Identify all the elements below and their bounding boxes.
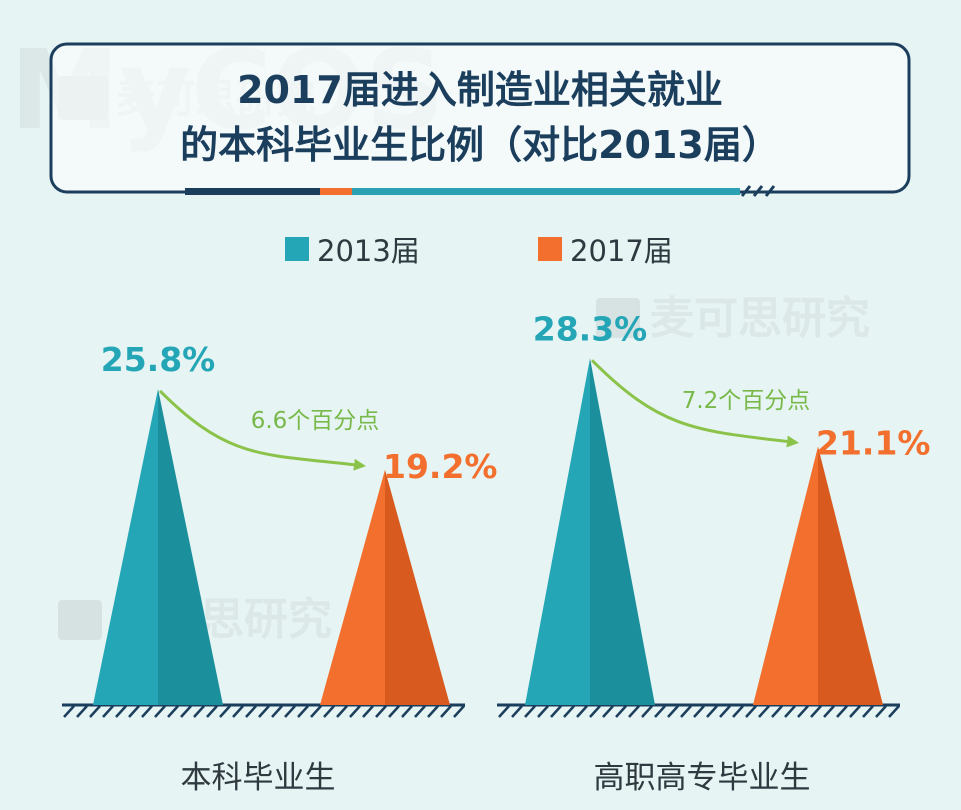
title-line-1: 2017届进入制造业相关就业 [237,68,723,112]
title-underline-orange [320,188,352,195]
watermark-logo-icon [596,298,640,338]
value-label-2013-undergrad: 25.8% [101,340,216,379]
title-box: 2017届进入制造业相关就业 的本科毕业生比例（对比2013届） [49,42,911,197]
difference-label-vocational: 7.2个百分点 [682,388,811,414]
bar-2013-undergrad [93,388,223,705]
legend: 2013届 2017届 [285,234,673,268]
difference-label-undergrad: 6.6个百分点 [251,408,380,434]
watermark-text-2: 麦可思研究 [650,293,870,344]
legend-label-2013: 2013届 [317,234,420,268]
legend-label-2017: 2017届 [570,234,673,268]
title-underline-navy [185,188,320,195]
watermark-logo-icon [58,600,102,640]
baseline-right [497,703,900,718]
title-frame [49,42,911,194]
title-underline-teal [352,188,740,195]
bar-2017-vocational [753,446,883,705]
category-label-vocational: 高职高专毕业生 [594,760,811,796]
title-line-2: 的本科毕业生比例（对比2013届） [180,123,780,167]
baseline-left [62,703,465,718]
legend-swatch-2017 [538,237,562,261]
value-label-2017-undergrad: 19.2% [383,447,498,486]
bar-2013-vocational [525,358,655,705]
category-label-undergrad: 本科毕业生 [181,760,336,796]
value-label-2017-vocational: 21.1% [816,424,931,463]
value-label-2013-vocational: 28.3% [533,309,648,348]
legend-swatch-2013 [285,237,309,261]
difference-arrow-vocational [590,359,799,448]
difference-arrow-undergrad [158,389,366,471]
bar-2017-undergrad [320,469,450,705]
title-underline-hatch [740,185,776,197]
